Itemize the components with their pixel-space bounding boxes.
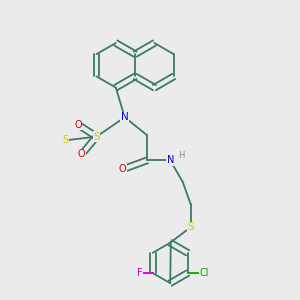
Text: S: S: [93, 132, 100, 142]
Text: O: O: [78, 149, 86, 160]
Text: S: S: [64, 137, 69, 143]
Text: S: S: [62, 135, 68, 145]
Text: Cl: Cl: [199, 268, 209, 278]
Text: N: N: [121, 112, 129, 122]
Text: S: S: [93, 132, 100, 142]
Text: F: F: [136, 268, 142, 278]
Text: H: H: [178, 151, 184, 160]
Text: O: O: [119, 164, 127, 174]
Text: O: O: [74, 120, 82, 130]
Text: N: N: [167, 155, 174, 165]
Text: S: S: [188, 222, 194, 232]
